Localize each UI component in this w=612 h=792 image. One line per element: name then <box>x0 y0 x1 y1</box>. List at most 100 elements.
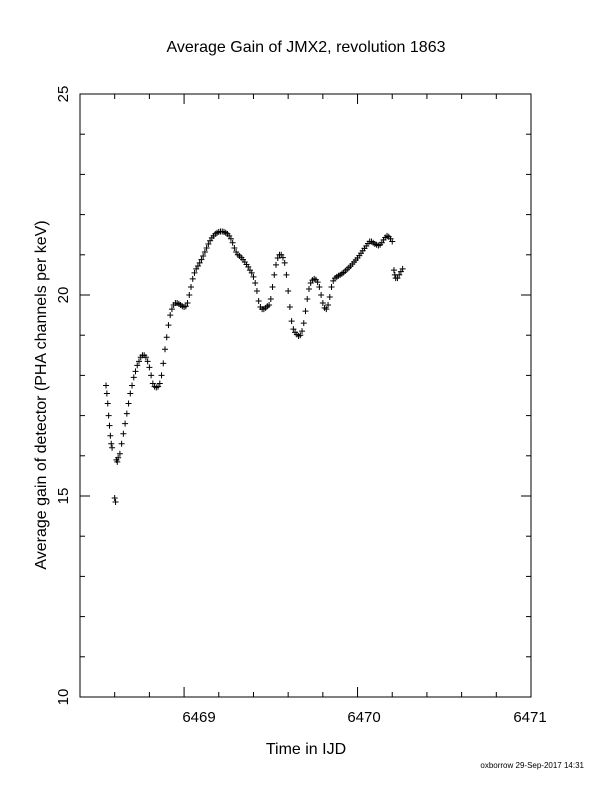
data-point <box>103 382 110 389</box>
data-point <box>285 287 292 294</box>
data-point <box>255 298 262 305</box>
data-point <box>116 450 123 457</box>
data-point <box>132 368 139 375</box>
data-point <box>304 296 311 303</box>
data-point <box>319 300 326 307</box>
data-point <box>191 269 198 276</box>
data-point <box>396 271 403 278</box>
data-point <box>182 303 189 310</box>
x-tick-label-6469: 6469 <box>182 709 215 726</box>
y-axis-label: Average gain of detector (PHA channels p… <box>33 220 50 569</box>
data-point <box>325 302 332 309</box>
data-point <box>300 320 307 327</box>
data-point <box>198 256 205 263</box>
data-point <box>161 346 168 353</box>
data-point <box>299 328 306 335</box>
data-point <box>394 275 401 282</box>
data-point <box>104 400 111 407</box>
data-point <box>248 269 255 276</box>
data-point <box>314 279 321 286</box>
data-point <box>203 244 210 251</box>
data-point <box>252 279 259 286</box>
data-point <box>283 271 290 278</box>
data-point <box>326 294 333 301</box>
data-point <box>281 259 288 266</box>
data-point <box>123 410 130 417</box>
axis-ticks <box>79 93 532 698</box>
data-point <box>196 259 203 266</box>
data-point <box>184 300 191 307</box>
data-point <box>160 360 167 367</box>
data-point <box>389 238 396 245</box>
data-point <box>316 283 323 290</box>
plot-frame <box>79 93 532 698</box>
data-point <box>266 302 273 309</box>
y-tick-label-25: 25 <box>55 86 72 103</box>
data-point <box>201 248 208 255</box>
data-point <box>127 390 134 397</box>
x-tick-label-6470: 6470 <box>347 709 380 726</box>
data-point <box>245 263 252 270</box>
data-point <box>205 240 212 247</box>
data-point <box>135 358 142 365</box>
data-point <box>229 239 236 246</box>
data-point <box>103 390 110 397</box>
data-point <box>105 412 112 419</box>
data-point <box>167 312 174 319</box>
data-point <box>286 304 293 311</box>
data-point <box>122 420 129 427</box>
data-point <box>274 255 281 262</box>
data-point <box>118 440 125 447</box>
data-point <box>148 372 155 379</box>
data-point <box>302 308 309 315</box>
data-point <box>106 422 113 429</box>
data-point <box>186 292 193 298</box>
data-point <box>108 440 115 447</box>
data-point <box>399 265 406 272</box>
data-point <box>149 380 156 387</box>
data-point <box>146 364 153 371</box>
data-point <box>231 244 238 251</box>
data-point <box>163 334 170 341</box>
data-point <box>328 283 335 290</box>
data-point <box>288 318 295 325</box>
x-axis-label: Time in IJD <box>266 741 346 758</box>
data-point <box>112 499 119 506</box>
data-point <box>130 374 137 381</box>
data-point <box>155 383 162 390</box>
data-point <box>390 267 397 274</box>
data-point <box>318 292 325 298</box>
data-point <box>156 380 163 387</box>
y-tick-label-20: 20 <box>55 287 72 304</box>
data-point <box>323 306 330 313</box>
data-point <box>129 382 136 389</box>
data-point <box>120 430 127 437</box>
data-point <box>125 400 132 407</box>
data-point <box>305 285 312 292</box>
data-point <box>115 454 122 461</box>
data-point <box>279 254 286 261</box>
y-tick-label-10: 10 <box>55 689 72 706</box>
x-tick-label-6471: 6471 <box>513 709 546 726</box>
data-point <box>194 263 201 270</box>
data-point <box>290 326 297 333</box>
data-points <box>103 228 406 506</box>
data-point <box>188 283 195 290</box>
data-point <box>267 296 274 303</box>
data-point <box>189 275 196 282</box>
data-point <box>168 306 175 313</box>
data-point <box>250 273 257 280</box>
data-point <box>297 332 304 339</box>
data-point <box>144 358 151 365</box>
data-point <box>200 253 207 260</box>
data-point <box>111 495 118 502</box>
data-point <box>142 354 149 361</box>
data-point <box>253 287 260 294</box>
y-tick-label-15: 15 <box>55 488 72 505</box>
data-point <box>227 235 234 242</box>
footer-credit: oxborrow 29-Sep-2017 14:31 <box>480 761 584 770</box>
data-point <box>165 322 172 329</box>
data-point <box>109 444 116 451</box>
data-point <box>158 372 165 379</box>
